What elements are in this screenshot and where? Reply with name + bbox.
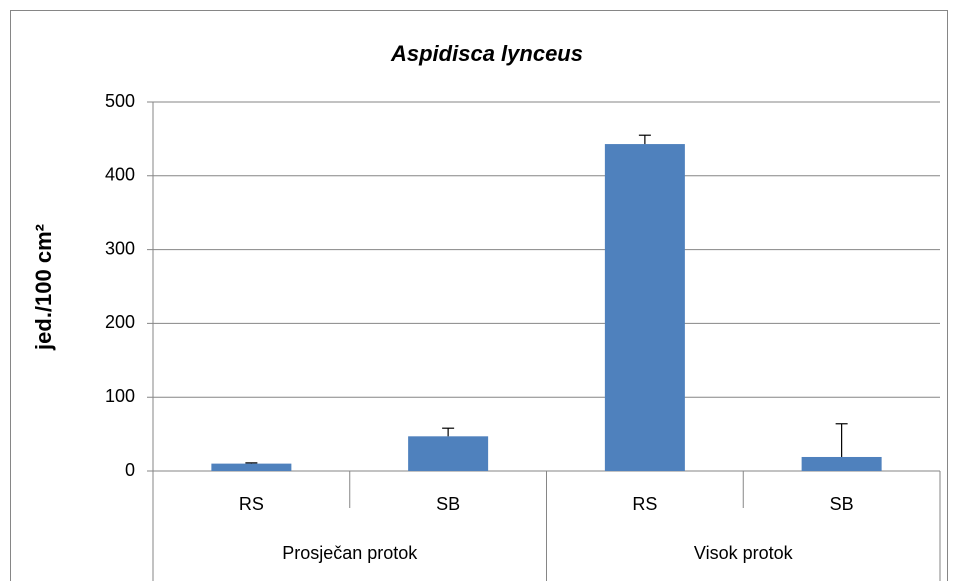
error-bar xyxy=(245,462,258,464)
x-tick-label: SB xyxy=(436,494,460,514)
bar xyxy=(211,463,292,471)
chart-title: Aspidisca lynceus xyxy=(390,41,583,66)
x-tick-label: SB xyxy=(830,494,854,514)
y-axis-label: jed./100 cm² xyxy=(31,224,56,351)
error-bar xyxy=(442,427,455,437)
y-tick-label: 100 xyxy=(105,386,135,406)
y-tick-label: 300 xyxy=(105,238,135,258)
group-label: Visok protok xyxy=(694,543,794,563)
bar xyxy=(408,436,489,471)
y-tick-label: 0 xyxy=(125,460,135,480)
x-tick-label: RS xyxy=(239,494,264,514)
y-tick-label: 400 xyxy=(105,165,135,185)
error-bar xyxy=(835,423,848,457)
x-tick-label: RS xyxy=(632,494,657,514)
error-bar xyxy=(638,134,651,145)
y-tick-label: 500 xyxy=(105,91,135,111)
bar xyxy=(604,144,685,472)
y-tick-label: 200 xyxy=(105,312,135,332)
group-label: Prosječan protok xyxy=(282,543,418,563)
bar xyxy=(801,456,882,471)
chart-frame xyxy=(10,10,948,581)
